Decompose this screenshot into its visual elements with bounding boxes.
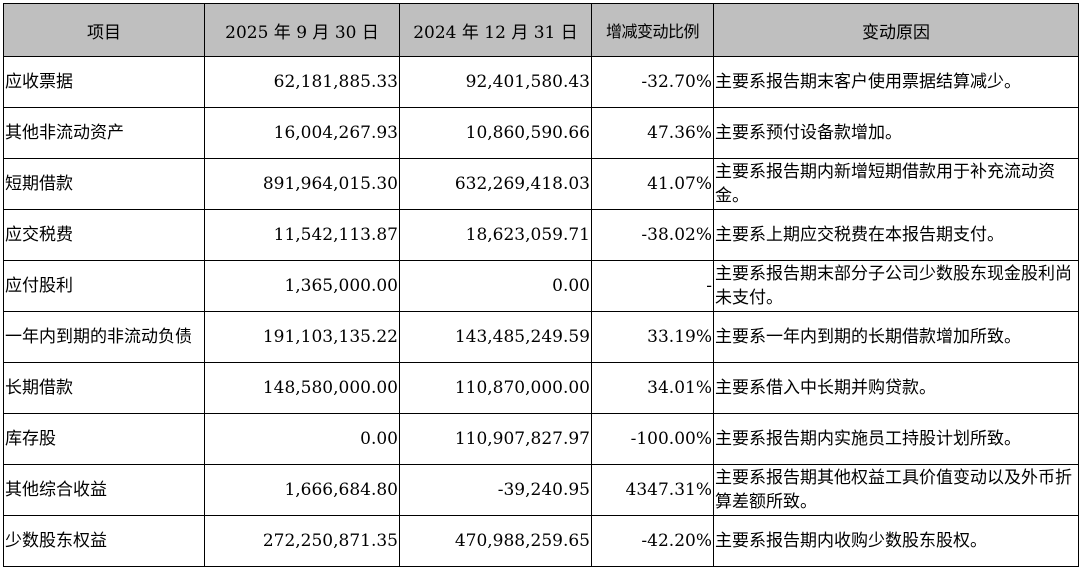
header-row: 项目 2025 年 9 月 30 日 2024 年 12 月 31 日 增减变动…: [3, 3, 1079, 57]
row-change-ratio: -42.20%: [591, 515, 714, 567]
header-previous-period: 2024 年 12 月 31 日: [399, 3, 592, 57]
row-reason: 主要系报告期其他权益工具价值变动以及外币折算差额所致。: [713, 464, 1079, 516]
row-previous-value: 92,401,580.43: [399, 56, 592, 108]
header-current-period: 2025 年 9 月 30 日: [204, 3, 400, 57]
row-reason: 主要系报告期末客户使用票据结算减少。: [713, 56, 1079, 108]
row-reason: 主要系报告期内新增短期借款用于补充流动资金。: [713, 158, 1079, 210]
table-row: 应付股利 1,365,000.00 0.00 - 主要系报告期末部分子公司少数股…: [3, 260, 1079, 312]
row-current-value: 62,181,885.33: [204, 56, 400, 108]
header-item: 项目: [3, 3, 205, 57]
row-previous-value: -39,240.95: [399, 464, 592, 516]
row-current-value: 891,964,015.30: [204, 158, 400, 210]
row-current-value: 16,004,267.93: [204, 107, 400, 159]
row-item: 应收票据: [3, 56, 205, 108]
table-row: 一年内到期的非流动负债 191,103,135.22 143,485,249.5…: [3, 311, 1079, 363]
row-current-value: 191,103,135.22: [204, 311, 400, 363]
header-change-ratio: 增减变动比例: [591, 3, 714, 57]
table-row: 应收票据 62,181,885.33 92,401,580.43 -32.70%…: [3, 56, 1079, 108]
row-current-value: 272,250,871.35: [204, 515, 400, 567]
row-item: 其他综合收益: [3, 464, 205, 516]
row-change-ratio: -: [591, 260, 714, 312]
row-item: 应交税费: [3, 209, 205, 261]
row-reason: 主要系一年内到期的长期借款增加所致。: [713, 311, 1079, 363]
row-current-value: 1,666,684.80: [204, 464, 400, 516]
row-item: 短期借款: [3, 158, 205, 210]
row-item: 一年内到期的非流动负债: [3, 311, 205, 363]
row-previous-value: 110,870,000.00: [399, 362, 592, 414]
row-change-ratio: 34.01%: [591, 362, 714, 414]
table-row: 库存股 0.00 110,907,827.97 -100.00% 主要系报告期内…: [3, 413, 1079, 465]
header-reason: 变动原因: [713, 3, 1079, 57]
row-change-ratio: -38.02%: [591, 209, 714, 261]
row-change-ratio: 4347.31%: [591, 464, 714, 516]
row-change-ratio: 41.07%: [591, 158, 714, 210]
row-previous-value: 0.00: [399, 260, 592, 312]
table-row: 应交税费 11,542,113.87 18,623,059.71 -38.02%…: [3, 209, 1079, 261]
table-row: 少数股东权益 272,250,871.35 470,988,259.65 -42…: [3, 515, 1079, 567]
row-reason: 主要系报告期内收购少数股东股权。: [713, 515, 1079, 567]
row-reason: 主要系借入中长期并购贷款。: [713, 362, 1079, 414]
row-reason: 主要系报告期末部分子公司少数股东现金股利尚未支付。: [713, 260, 1079, 312]
row-change-ratio: -100.00%: [591, 413, 714, 465]
row-current-value: 0.00: [204, 413, 400, 465]
row-reason: 主要系预付设备款增加。: [713, 107, 1079, 159]
row-previous-value: 10,860,590.66: [399, 107, 592, 159]
row-current-value: 11,542,113.87: [204, 209, 400, 261]
row-current-value: 1,365,000.00: [204, 260, 400, 312]
table-row: 其他综合收益 1,666,684.80 -39,240.95 4347.31% …: [3, 464, 1079, 516]
table-row: 短期借款 891,964,015.30 632,269,418.03 41.07…: [3, 158, 1079, 210]
row-previous-value: 110,907,827.97: [399, 413, 592, 465]
row-change-ratio: 47.36%: [591, 107, 714, 159]
row-item: 长期借款: [3, 362, 205, 414]
row-item: 少数股东权益: [3, 515, 205, 567]
balance-change-table: 项目 2025 年 9 月 30 日 2024 年 12 月 31 日 增减变动…: [3, 3, 1079, 567]
row-current-value: 148,580,000.00: [204, 362, 400, 414]
row-previous-value: 632,269,418.03: [399, 158, 592, 210]
row-item: 其他非流动资产: [3, 107, 205, 159]
row-previous-value: 18,623,059.71: [399, 209, 592, 261]
row-item: 库存股: [3, 413, 205, 465]
row-previous-value: 143,485,249.59: [399, 311, 592, 363]
row-item: 应付股利: [3, 260, 205, 312]
row-reason: 主要系上期应交税费在本报告期支付。: [713, 209, 1079, 261]
table-row: 其他非流动资产 16,004,267.93 10,860,590.66 47.3…: [3, 107, 1079, 159]
row-reason: 主要系报告期内实施员工持股计划所致。: [713, 413, 1079, 465]
table-row: 长期借款 148,580,000.00 110,870,000.00 34.01…: [3, 362, 1079, 414]
row-change-ratio: 33.19%: [591, 311, 714, 363]
row-previous-value: 470,988,259.65: [399, 515, 592, 567]
row-change-ratio: -32.70%: [591, 56, 714, 108]
